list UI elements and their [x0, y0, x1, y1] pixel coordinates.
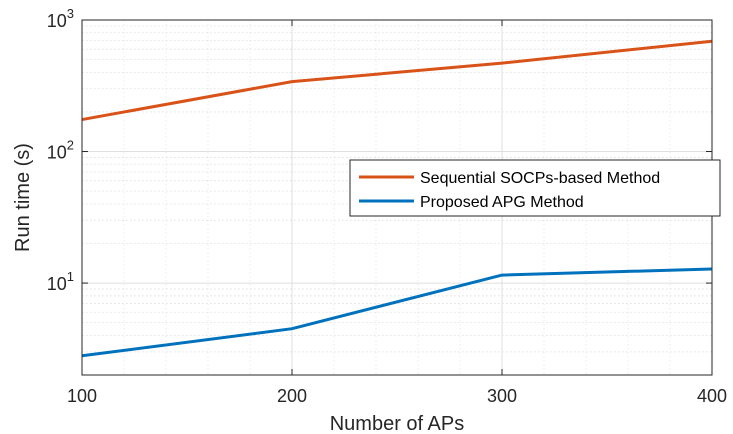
ticks: 101 102 103 100 200 300 400: [47, 6, 727, 406]
series-line: [81, 39, 713, 122]
y-tick-label: 102: [47, 138, 74, 163]
x-tick-label: 200: [277, 386, 307, 406]
legend: Sequential SOCPs-based Method Proposed AP…: [349, 159, 721, 217]
x-axis-label: Number of APs: [330, 413, 465, 434]
legend-label: Sequential SOCPs-based Method: [420, 170, 660, 187]
y-axis-label: Run time (s): [12, 143, 34, 252]
series-line: [81, 267, 713, 358]
legend-box: [349, 159, 721, 217]
series-layer: [81, 39, 713, 358]
legend-label: Proposed APG Method: [420, 194, 584, 211]
x-tick-label: 100: [67, 386, 97, 406]
y-tick-label: 101: [47, 269, 74, 294]
y-tick-label: 103: [47, 6, 74, 31]
x-tick-label: 300: [487, 386, 517, 406]
x-tick-label: 400: [697, 386, 727, 406]
